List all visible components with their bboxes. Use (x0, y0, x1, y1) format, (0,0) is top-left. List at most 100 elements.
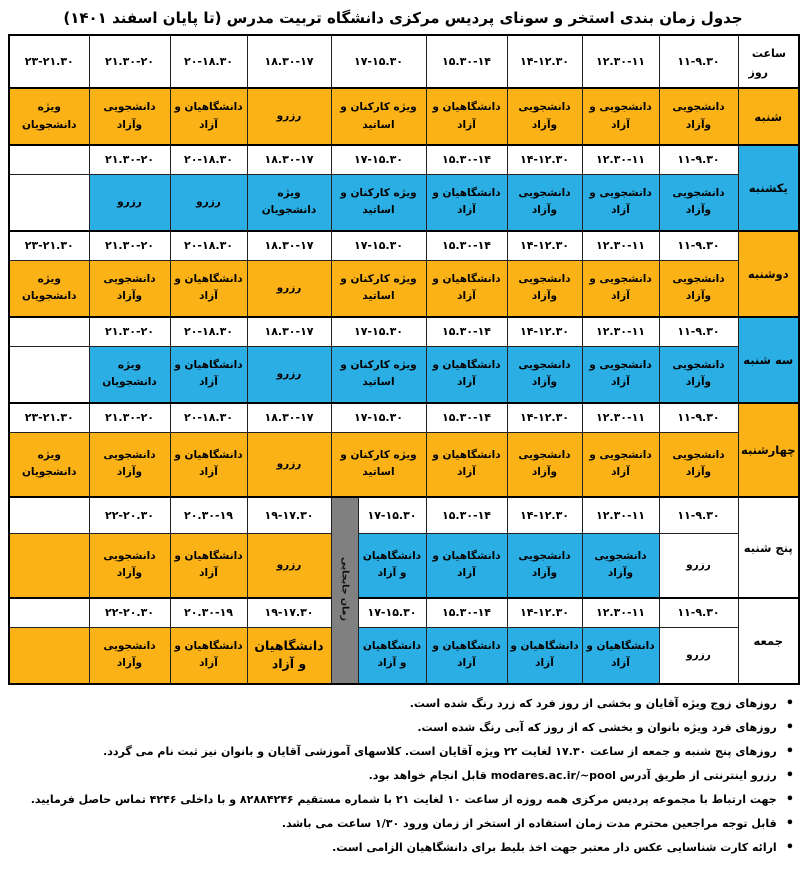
time-slot-header: ۲۰-۱۸.۳۰ (169, 230, 248, 261)
time-slot-header: ۱۵.۳۰-۱۴ (425, 34, 508, 89)
time-slot-header: ۱۵.۳۰-۱۴ (425, 597, 508, 628)
schedule-cell: رزرو (246, 532, 332, 599)
day-label: روز (748, 65, 769, 79)
schedule-cell: دانشگاهیان و آزاد (425, 345, 508, 404)
schedule-cell: دانشگاهیان و آزاد (246, 626, 332, 685)
time-slot-header: ۱۴-۱۲.۳۰ (506, 496, 583, 534)
schedule-cell: دانشجویی وآزاد (658, 431, 739, 498)
bullet-icon: • (785, 816, 794, 831)
schedule-cell: دانشجویی وآزاد (88, 431, 171, 498)
bullet-icon: • (785, 792, 794, 807)
time-slot-header: ۱۲.۳۰-۱۱ (581, 34, 660, 89)
time-slot-header: ۱۹-۱۷.۳۰ (246, 597, 332, 628)
schedule-cell: دانشگاهیان و آزاد (425, 173, 508, 232)
schedule-cell: دانشجویی وآزاد (581, 532, 660, 599)
schedule-cell: ویژه کارکنان و اساتید (330, 259, 427, 318)
schedule-cell: دانشگاهیان و آزاد (581, 626, 660, 685)
friday-row: رزرو دانشگاهیان و آزاد دانشگاهیان و آزاد… (8, 626, 799, 685)
sunday-time-row: یکشنبه ۱۱-۹.۳۰ ۱۲.۳۰-۱۱ ۱۴-۱۲.۳۰ ۱۵.۳۰-۱… (8, 144, 800, 232)
schedule-cell: دانشجویی و آزاد (581, 259, 660, 318)
day-cell: جمعه (737, 597, 800, 685)
thursday-row: رزرو دانشجویی وآزاد دانشجویی وآزاد دانشگ… (8, 532, 799, 599)
time-slot-header: ۲۰-۱۸.۳۰ (169, 316, 248, 347)
time-slot-header (8, 496, 90, 534)
time-slot-header: ۱۵.۳۰-۱۴ (425, 496, 508, 534)
note-item: • روزهای زوج ویژه آقایان و بخشی از روز فر… (8, 696, 796, 712)
time-slot-header: ۱۷-۱۵.۳۰ (357, 597, 427, 628)
schedule-cell: دانشگاهیان و آزاد (169, 259, 248, 318)
schedule-cell: دانشجویی وآزاد (506, 173, 583, 232)
day-cell: پنج شنبه (737, 496, 800, 599)
schedule-cell: ویژه دانشجویان (8, 259, 90, 318)
schedule-cell: دانشگاهیان و آزاد (169, 532, 248, 599)
schedule-cell: دانشجویی وآزاد (658, 345, 739, 404)
schedule-cell: ویژه کارکنان و اساتید (330, 431, 427, 498)
time-slot-header: ۲۰-۱۸.۳۰ (169, 34, 248, 89)
note-text: ارائه کارت شناسایی عکس دار معتبر جهت اخذ… (332, 841, 777, 854)
schedule-cell: دانشگاهیان و آزاد (169, 626, 248, 685)
time-slot-header: ۲۱.۳۰-۲۰ (88, 316, 171, 347)
time-slot-header: ۱۱-۹.۳۰ (658, 230, 739, 261)
schedule-cell (8, 532, 90, 599)
time-slot-header: ۱۱-۹.۳۰ (658, 316, 739, 347)
page-title: جدول زمان بندی استخر و سونای پردیس مرکزی… (63, 9, 743, 27)
note-text: روزهای فرد ویژه بانوان و بخشی که از روز … (417, 721, 777, 734)
schedule-cell: دانشجویی و آزاد (581, 431, 660, 498)
time-slot-header (8, 144, 90, 175)
day-cell: سه شنبه (737, 316, 800, 404)
schedule-cell: رزرو (658, 626, 739, 685)
schedule-cell: دانشگاهیان و آزاد (357, 626, 427, 685)
schedule-cell: رزرو (246, 431, 332, 498)
schedule-cell: رزرو (88, 173, 171, 232)
schedule-cell: دانشگاهیان و آزاد (425, 431, 508, 498)
corner-cell: ساعت روز (737, 34, 800, 89)
monday-row: دانشجویی وآزاد دانشجویی و آزاد دانشجویی … (8, 259, 799, 318)
tuesday-row: دانشجویی وآزاد دانشجویی و آزاد دانشجویی … (8, 345, 799, 404)
note-text: جهت ارتباط با مجموعه پردیس مرکزی همه روز… (30, 793, 777, 806)
time-slot-header: ۲۰.۳۰-۱۹ (169, 496, 248, 534)
changeover-label: زمان جابجایی (339, 556, 351, 621)
schedule-cell: دانشگاهیان و آزاد (169, 87, 248, 146)
time-slot-header: ۱۵.۳۰-۱۴ (425, 402, 508, 433)
schedule-cell: دانشجویی وآزاد (658, 87, 739, 146)
schedule-cell: رزرو (658, 532, 739, 599)
schedule-cell: دانشجویی وآزاد (506, 259, 583, 318)
schedule-cell: ویژه دانشجویان (8, 87, 90, 146)
day-cell: دوشنبه (737, 230, 800, 318)
time-slot-header: ۱۲.۳۰-۱۱ (581, 230, 660, 261)
bullet-icon: • (785, 768, 794, 783)
schedule-cell: رزرو (246, 259, 332, 318)
bullet-icon: • (785, 720, 794, 735)
time-slot-header: ۱۸.۳۰-۱۷ (246, 34, 332, 89)
time-slot-header: ۱۹-۱۷.۳۰ (246, 496, 332, 534)
schedule-cell: ویژه دانشجویان (88, 345, 171, 404)
bullet-icon: • (785, 744, 794, 759)
schedule-cell: دانشگاهیان و آزاد (506, 626, 583, 685)
note-text: رزرو اینترنتی از طریق آدرس modares.ac.ir… (368, 769, 777, 782)
time-slot-header: ۲۱.۳۰-۲۰ (88, 34, 171, 89)
time-slot-header (8, 597, 90, 628)
time-slot-header: ۱۴-۱۲.۳۰ (506, 597, 583, 628)
time-slot-header: ۱۷-۱۵.۳۰ (330, 316, 427, 347)
time-slot-header: ۱۵.۳۰-۱۴ (425, 316, 508, 347)
schedule-cell: دانشجویی وآزاد (658, 173, 739, 232)
time-slot-header: ۲۳-۲۱.۳۰ (8, 34, 90, 89)
schedule-cell: دانشگاهیان و آزاد (425, 87, 508, 146)
time-slot-header: ۲۳-۲۱.۳۰ (8, 230, 90, 261)
time-slot-header: ۱۴-۱۲.۳۰ (506, 316, 583, 347)
day-cell: چهارشنبه (737, 402, 800, 498)
schedule-cell: دانشگاهیان و آزاد (169, 345, 248, 404)
time-slot-header: ۱۲.۳۰-۱۱ (581, 496, 660, 534)
time-slot-header: ۲۱.۳۰-۲۰ (88, 230, 171, 261)
schedule-cell: دانشجویی وآزاد (88, 626, 171, 685)
time-slot-header: ۱۲.۳۰-۱۱ (581, 316, 660, 347)
time-slot-header: ۲۳-۲۱.۳۰ (8, 402, 90, 433)
schedule-cell: دانشگاهیان و آزاد (425, 532, 508, 599)
time-slot-header: ۱۸.۳۰-۱۷ (246, 402, 332, 433)
note-item: • قابل توجه مراجعین محترم مدت زمان استفاد… (8, 816, 796, 832)
time-slot-header: ۱۷-۱۵.۳۰ (330, 402, 427, 433)
time-slot-header: ۱۸.۳۰-۱۷ (246, 316, 332, 347)
note-text: قابل توجه مراجعین محترم مدت زمان استفاده… (281, 817, 777, 830)
time-slot-header: ۱۷-۱۵.۳۰ (330, 144, 427, 175)
schedule-cell: دانشجویی وآزاد (88, 532, 171, 599)
